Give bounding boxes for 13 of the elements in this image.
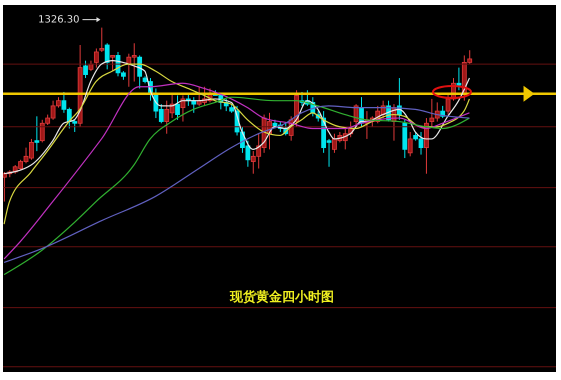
candlestick (456, 67, 462, 91)
candlestick (99, 27, 104, 52)
candlestick (408, 131, 413, 157)
candlestick (88, 60, 94, 72)
candlestick (110, 54, 115, 72)
candlestick (94, 48, 99, 68)
text: 1326.30 (38, 14, 80, 26)
candlestick (3, 171, 7, 202)
text: 现货黄金四小时图 (229, 289, 334, 305)
candlestick (83, 60, 88, 79)
candlestick (34, 116, 40, 152)
candlestick (104, 42, 110, 70)
candlestick (175, 94, 180, 120)
